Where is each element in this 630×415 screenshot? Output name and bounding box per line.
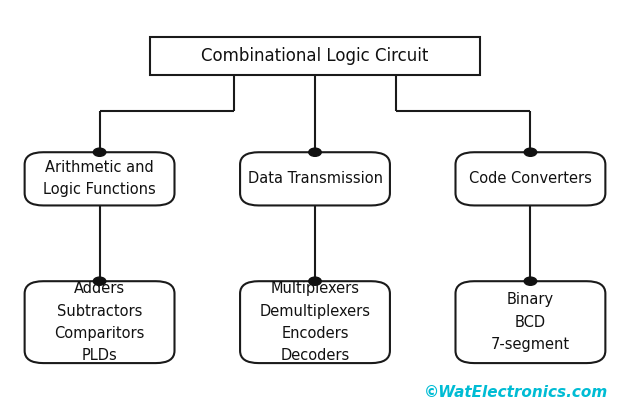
FancyBboxPatch shape xyxy=(25,152,175,205)
Text: Binary
BCD
7-segment: Binary BCD 7-segment xyxy=(491,293,570,352)
Text: Code Converters: Code Converters xyxy=(469,171,592,186)
FancyBboxPatch shape xyxy=(149,37,481,76)
Text: Data Transmission: Data Transmission xyxy=(248,171,382,186)
Circle shape xyxy=(309,148,321,156)
Text: Multiplexers
Demultiplexers
Encoders
Decoders: Multiplexers Demultiplexers Encoders Dec… xyxy=(260,281,370,363)
Text: ©WatElectronics.com: ©WatElectronics.com xyxy=(424,385,609,400)
Circle shape xyxy=(524,277,537,285)
FancyBboxPatch shape xyxy=(240,152,390,205)
FancyBboxPatch shape xyxy=(455,152,605,205)
FancyBboxPatch shape xyxy=(455,281,605,363)
FancyBboxPatch shape xyxy=(240,281,390,363)
Circle shape xyxy=(93,277,106,285)
Circle shape xyxy=(93,148,106,156)
Text: Combinational Logic Circuit: Combinational Logic Circuit xyxy=(202,47,428,65)
Text: Arithmetic and
Logic Functions: Arithmetic and Logic Functions xyxy=(43,160,156,198)
Circle shape xyxy=(309,277,321,285)
Circle shape xyxy=(524,148,537,156)
FancyBboxPatch shape xyxy=(25,281,175,363)
Text: Adders
Subtractors
Comparitors
PLDs: Adders Subtractors Comparitors PLDs xyxy=(54,281,145,363)
